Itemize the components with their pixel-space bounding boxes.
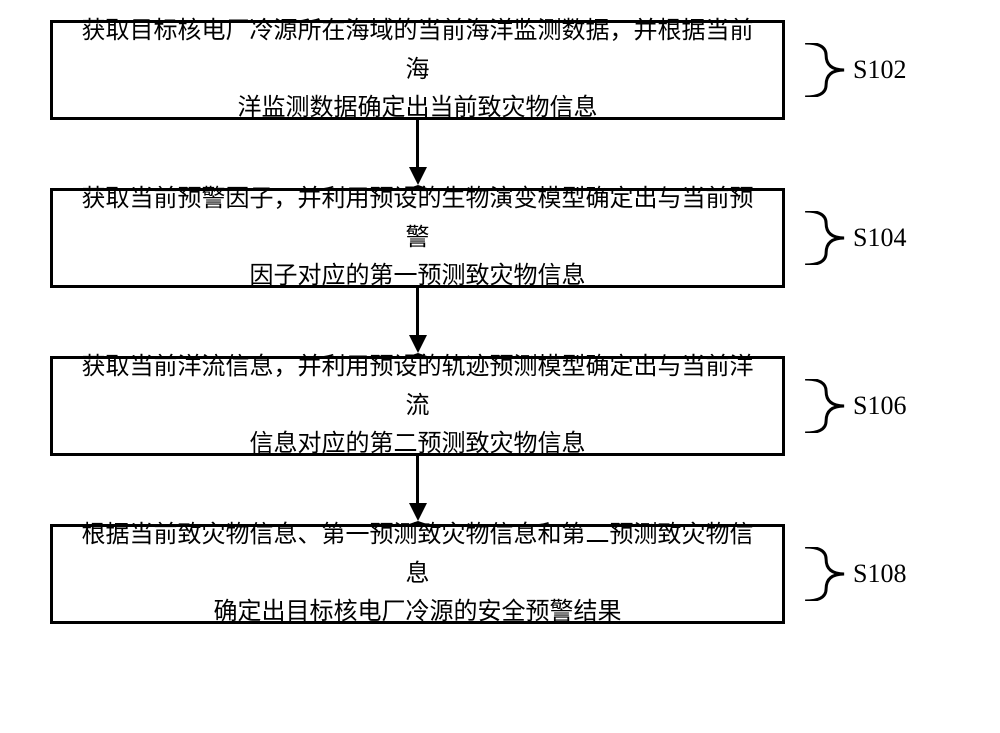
step-label-group: S102 bbox=[803, 43, 906, 97]
step-label: S102 bbox=[853, 55, 906, 85]
bracket-icon bbox=[803, 379, 845, 433]
step-label: S106 bbox=[853, 391, 906, 421]
flow-step-text: 根据当前致灾物信息、第一预测致灾物信息和第二预测致灾物信息 确定出目标核电厂冷源… bbox=[73, 516, 762, 631]
flow-step-row: 根据当前致灾物信息、第一预测致灾物信息和第二预测致灾物信息 确定出目标核电厂冷源… bbox=[50, 524, 950, 624]
flow-step-text: 获取目标核电厂冷源所在海域的当前海洋监测数据，并根据当前海 洋监测数据确定出当前… bbox=[73, 12, 762, 127]
flowchart-container: 获取目标核电厂冷源所在海域的当前海洋监测数据，并根据当前海 洋监测数据确定出当前… bbox=[50, 20, 950, 624]
flow-step-text: 获取当前洋流信息，并利用预设的轨迹预测模型确定出与当前洋流 信息对应的第二预测致… bbox=[73, 348, 762, 463]
flow-step-row: 获取当前预警因子，并利用预设的生物演变模型确定出与当前预警 因子对应的第一预测致… bbox=[50, 188, 950, 288]
step-label: S108 bbox=[853, 559, 906, 589]
flow-step-row: 获取目标核电厂冷源所在海域的当前海洋监测数据，并根据当前海 洋监测数据确定出当前… bbox=[50, 20, 950, 120]
bracket-icon bbox=[803, 43, 845, 97]
arrow-down-icon bbox=[409, 456, 427, 524]
step-label-group: S106 bbox=[803, 379, 906, 433]
step-label-group: S104 bbox=[803, 211, 906, 265]
arrow-wrap bbox=[50, 288, 785, 356]
flow-step-box-1: 获取目标核电厂冷源所在海域的当前海洋监测数据，并根据当前海 洋监测数据确定出当前… bbox=[50, 20, 785, 120]
arrow-down-icon bbox=[409, 120, 427, 188]
flow-step-text: 获取当前预警因子，并利用预设的生物演变模型确定出与当前预警 因子对应的第一预测致… bbox=[73, 180, 762, 295]
flow-step-row: 获取当前洋流信息，并利用预设的轨迹预测模型确定出与当前洋流 信息对应的第二预测致… bbox=[50, 356, 950, 456]
flow-step-box-2: 获取当前预警因子，并利用预设的生物演变模型确定出与当前预警 因子对应的第一预测致… bbox=[50, 188, 785, 288]
flow-step-box-3: 获取当前洋流信息，并利用预设的轨迹预测模型确定出与当前洋流 信息对应的第二预测致… bbox=[50, 356, 785, 456]
arrow-wrap bbox=[50, 456, 785, 524]
flow-step-box-4: 根据当前致灾物信息、第一预测致灾物信息和第二预测致灾物信息 确定出目标核电厂冷源… bbox=[50, 524, 785, 624]
arrow-down-icon bbox=[409, 288, 427, 356]
bracket-icon bbox=[803, 211, 845, 265]
step-label-group: S108 bbox=[803, 547, 906, 601]
bracket-icon bbox=[803, 547, 845, 601]
arrow-wrap bbox=[50, 120, 785, 188]
step-label: S104 bbox=[853, 223, 906, 253]
